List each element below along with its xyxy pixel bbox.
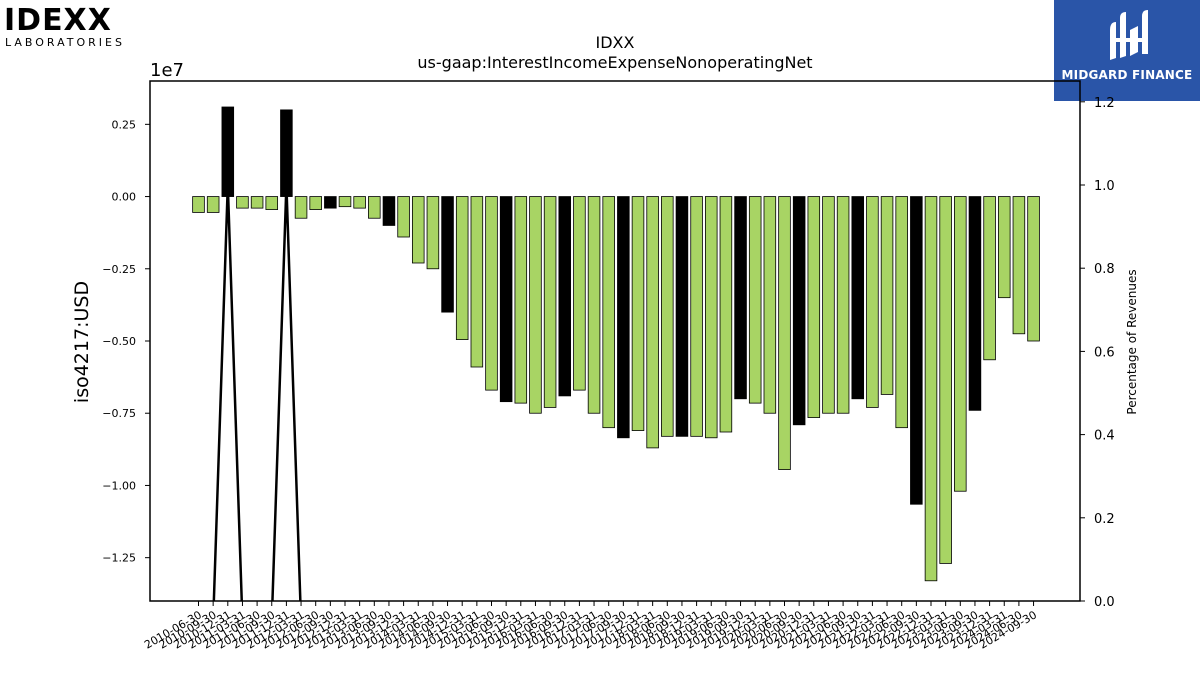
y2-tick-label: 1.2 xyxy=(1094,96,1115,111)
bar xyxy=(382,196,396,226)
bar xyxy=(954,196,967,492)
bar xyxy=(895,196,908,429)
y-tick-label: 0.25 xyxy=(112,118,137,131)
bar xyxy=(368,196,381,219)
bar xyxy=(353,196,366,209)
bar xyxy=(543,196,557,408)
bar xyxy=(397,196,410,238)
y2-tick-label: 0.8 xyxy=(1094,262,1115,277)
y-axis-ticks: 0.25 0.00 −0.25 −0.50 −0.75 −1.00 −1.25 xyxy=(102,118,150,565)
y2-tick-label: 1.0 xyxy=(1094,179,1115,194)
midgard-finance-wordmark: MIDGARD FINANCE xyxy=(1061,68,1193,82)
bar xyxy=(192,196,205,213)
bar xyxy=(792,196,806,426)
bar xyxy=(514,196,528,404)
bar xyxy=(338,196,352,208)
chart-title: IDXX xyxy=(596,33,635,52)
bar xyxy=(499,196,513,403)
idexx-logo-wordmark: IDEXX xyxy=(4,3,112,38)
bar xyxy=(866,196,879,408)
bar xyxy=(324,196,337,209)
bar xyxy=(470,196,484,368)
bar xyxy=(748,196,762,404)
percentage-line xyxy=(212,184,302,601)
bar xyxy=(206,196,220,213)
bar xyxy=(455,196,469,340)
bar xyxy=(719,196,733,433)
bar xyxy=(250,196,264,209)
bar xyxy=(236,196,249,209)
bar xyxy=(558,196,572,397)
bar xyxy=(426,196,440,270)
idexx-logo: IDEXX LABORATORIES xyxy=(0,0,160,56)
midgard-finance-logo: MIDGARD FINANCE xyxy=(1054,0,1200,101)
bar xyxy=(617,196,630,439)
x-axis-ticks: 2010-06-302010-09-302010-12-312011-03-31… xyxy=(142,601,1039,652)
percentage-line-series xyxy=(212,184,302,601)
bar xyxy=(411,196,425,264)
bar xyxy=(602,196,615,429)
bar xyxy=(983,196,996,361)
bar xyxy=(939,196,952,564)
bar xyxy=(851,196,865,400)
bar xyxy=(734,196,747,400)
y2-tick-label: 0.0 xyxy=(1094,595,1115,610)
bar xyxy=(690,196,703,437)
bar xyxy=(294,196,308,219)
y-axis-offset-label: 1e7 xyxy=(150,60,184,81)
bar xyxy=(1027,196,1040,342)
bar xyxy=(822,196,835,414)
bar-series xyxy=(192,106,1040,582)
bar xyxy=(587,196,601,414)
bar xyxy=(675,196,689,437)
y-tick-label: −0.50 xyxy=(102,335,136,348)
idexx-logo-graphic: IDEXX LABORATORIES xyxy=(4,3,125,49)
bar xyxy=(1012,196,1026,335)
bar xyxy=(573,196,586,391)
bar xyxy=(309,196,322,210)
bar xyxy=(704,196,718,439)
bar xyxy=(631,196,645,431)
secondary-y-axis-ticks: 0.0 0.2 0.4 0.6 0.8 1.0 1.2 xyxy=(1080,96,1115,610)
bar xyxy=(968,196,982,411)
bar xyxy=(646,196,659,449)
chart-subtitle: us-gaap:InterestIncomeExpenseNonoperatin… xyxy=(417,53,812,72)
y-tick-label: 0.00 xyxy=(112,191,137,204)
bar xyxy=(529,196,542,414)
midgard-emblem-icon xyxy=(1110,10,1148,60)
y-tick-label: −0.25 xyxy=(102,263,136,276)
idexx-logo-subtitle: LABORATORIES xyxy=(5,36,125,49)
plot-frame xyxy=(149,80,1081,602)
bar xyxy=(280,109,293,197)
y2-tick-label: 0.2 xyxy=(1094,512,1115,527)
y-tick-label: −1.00 xyxy=(102,479,136,492)
secondary-y-axis-label: Percentage of Revenues xyxy=(1125,269,1139,414)
y-axis-label: iso4217:USD xyxy=(71,281,93,403)
bar xyxy=(661,196,674,437)
bar xyxy=(441,196,454,313)
bar xyxy=(924,196,938,582)
y2-tick-label: 0.4 xyxy=(1094,429,1115,444)
bar xyxy=(485,196,498,391)
y-tick-label: −0.75 xyxy=(102,407,136,420)
bar xyxy=(997,196,1011,299)
bar xyxy=(221,106,235,197)
bar xyxy=(807,196,821,418)
bar xyxy=(910,196,923,505)
y2-tick-label: 0.6 xyxy=(1094,345,1115,360)
bar xyxy=(265,196,279,210)
bar xyxy=(836,196,850,414)
bar xyxy=(778,196,791,470)
bar xyxy=(880,196,894,395)
bar xyxy=(763,196,777,414)
y-tick-label: −1.25 xyxy=(102,552,136,565)
